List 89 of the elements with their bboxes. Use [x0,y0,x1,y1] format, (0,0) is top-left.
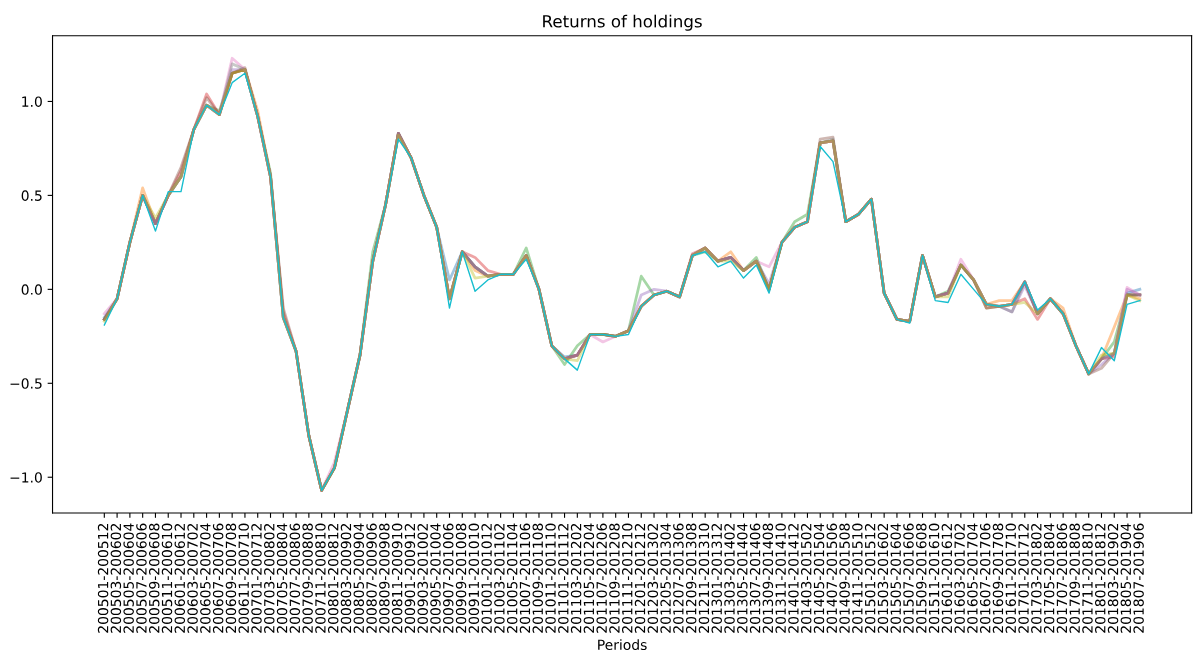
x-tick-label: 201103-201202 [570,524,582,633]
x-axis-title: Periods [598,639,647,651]
x-tick-label: 201607-201706 [979,523,991,633]
x-tick-label: 201601-201612 [941,524,953,633]
x-tick-label: 200701-200712 [251,524,262,633]
x-tick-label: 200903-201002 [417,524,428,633]
x-tick-label: 201105-201204 [583,523,595,633]
x-tick-label: 201709-201808 [1069,523,1080,633]
y-tick-label: 0.0 [21,284,42,295]
x-tick-label: 201309-201408 [762,523,774,633]
x-tick-label: 200901-200912 [404,524,416,633]
x-tick-label: 201209-201308 [685,523,697,633]
x-tick-label: 201805-201904 [1120,523,1132,633]
x-tick-label: 200801-200812 [327,524,339,633]
x-tick-label: 201207-201306 [673,523,684,633]
x-tick-label: 200803-200902 [340,524,352,633]
x-tick-label: 200911-201010 [468,523,480,633]
x-tick-label: 201111-201210 [621,523,633,633]
x-tick-label: 201603-201702 [954,524,965,633]
x-tick-label: 200501-200512 [97,524,109,633]
x-tick-label: 200705-200804 [276,523,288,633]
x-tick-label: 201505-201604 [890,523,901,633]
x-tick-label: 200603-200702 [187,524,198,633]
x-tick-label: 200809-200908 [379,523,390,633]
x-tick-label: 200509-200608 [148,523,160,633]
x-tick-label: 200611-200710 [238,523,249,633]
x-tick-label: 200505-200604 [123,523,134,633]
x-tick-label: 201609-201708 [992,523,1004,633]
x-tick-label: 201201-201212 [634,524,646,633]
x-tick-label: 201011-201110 [545,523,556,633]
x-tick-label: 201501-201512 [864,524,876,633]
x-tick-label: 201007-201106 [519,523,531,633]
x-tick-label: 200709-200808 [302,523,313,633]
x-tick-label: 201801-201812 [1095,524,1106,633]
x-tick-label: 200503-200602 [110,524,122,633]
x-tick-label: 200605-200704 [200,523,211,633]
x-tick-label: 201211-201310 [698,523,710,633]
x-tick-label: 201409-201508 [839,523,850,633]
x-tick-label: 201107-201206 [596,523,607,633]
x-tick-label: 201203-201302 [647,524,659,633]
x-tick-label: 201503-201602 [877,524,889,633]
x-tick-label: 201611-201710 [1005,523,1017,633]
x-tick-label: 200507-200606 [136,523,147,633]
x-tick-label: 201701-201712 [1018,524,1029,633]
x-tick-label: 201403-201502 [800,524,812,633]
y-tick-label: −1.0 [10,472,42,483]
x-tick-label: 201803-201902 [1107,524,1119,633]
x-tick-label: 201003-201102 [494,524,505,633]
y-tick-label: −0.5 [10,378,42,389]
x-tick-label: 201605-201704 [967,523,978,633]
x-tick-label: 200811-200910 [391,523,403,633]
x-tick-label: 200511-200610 [161,523,173,633]
x-tick-label: 200607-200706 [212,523,224,633]
x-tick-label: 201401-201412 [788,524,799,633]
x-tick-label: 201009-201108 [532,523,544,633]
x-tick-label: 201407-201506 [826,523,838,633]
x-tick-label: 200703-200802 [264,524,275,633]
x-tick-label: 200707-200806 [289,523,301,633]
x-tick-label: 200905-201004 [430,523,441,633]
x-tick-label: 200601-200612 [174,524,186,633]
x-tick-label: 201711-201810 [1082,523,1093,633]
x-tick-label: 201311-201410 [775,523,786,633]
y-tick-label: 0.5 [21,190,42,201]
x-tick-label: 200907-201006 [443,523,454,633]
x-tick-label: 201301-201312 [711,524,722,633]
x-tick-label: 201205-201304 [660,523,671,633]
x-tick-label: 201405-201504 [813,523,825,633]
x-tick-label: 201509-201608 [916,523,927,633]
chart-title: Returns of holdings [543,14,702,31]
x-tick-label: 201507-201606 [903,523,914,633]
x-tick-label: 201703-201802 [1031,524,1042,633]
x-tick-label: 201807-201906 [1133,523,1144,633]
x-tick-label: 200909-201008 [455,523,467,633]
y-tick-label: 1.0 [22,96,42,107]
x-tick-label: 201511-201610 [928,523,940,633]
x-tick-label: 201707-201806 [1056,523,1068,633]
x-tick-label: 201305-201404 [737,523,748,633]
x-tick-label: 200609-200708 [225,523,237,633]
x-tick-label: 200807-200906 [366,523,377,633]
x-tick-label: 201411-201510 [852,523,863,633]
x-tick-label: 200711-200810 [315,523,326,633]
x-tick-label: 201005-201104 [506,523,518,633]
x-tick-label: 201001-201012 [481,524,492,633]
x-tick-label: 201303-201402 [724,524,735,633]
x-tick-label: 201705-201804 [1043,523,1055,633]
x-tick-label: 201109-201208 [609,523,620,633]
x-tick-label: 201101-201112 [558,524,569,633]
x-tick-label: 201307-201406 [749,523,761,633]
x-tick-label: 200805-200904 [353,523,365,633]
